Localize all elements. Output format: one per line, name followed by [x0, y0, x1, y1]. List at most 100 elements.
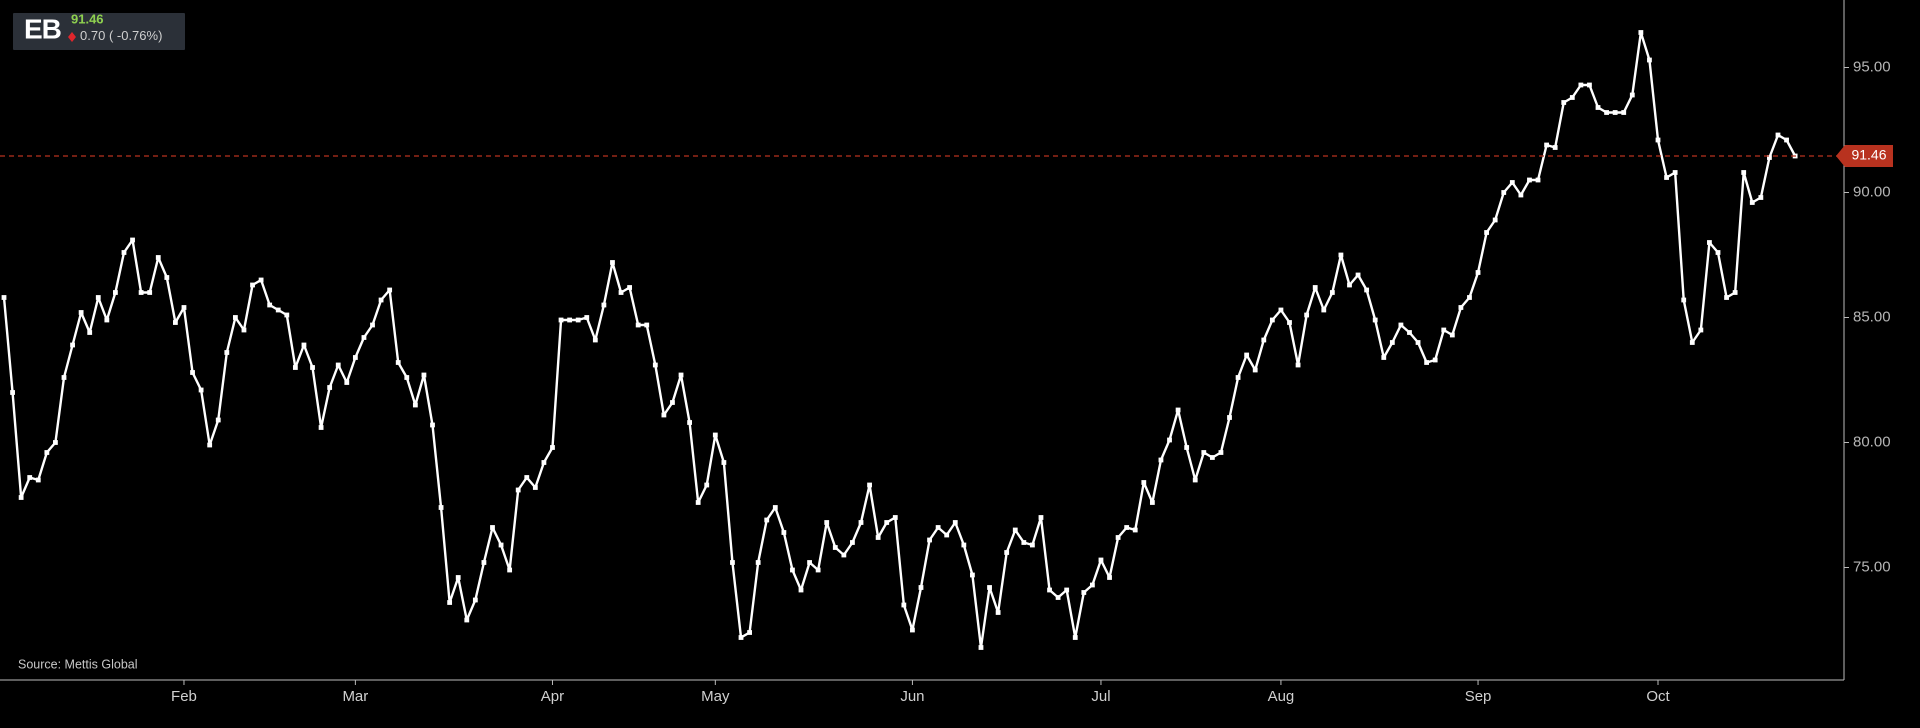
- data-point: [747, 630, 752, 635]
- data-point: [1012, 527, 1018, 533]
- data-point: [241, 327, 247, 333]
- data-point: [275, 307, 281, 313]
- data-point: [1115, 535, 1121, 540]
- data-point: [1407, 330, 1412, 335]
- data-point: [850, 540, 855, 545]
- data-point: [832, 545, 838, 550]
- data-point: [1775, 132, 1781, 138]
- data-point: [1655, 137, 1661, 143]
- data-point: [1132, 527, 1138, 533]
- data-point: [584, 315, 590, 320]
- data-point: [61, 375, 67, 380]
- data-point: [421, 372, 427, 378]
- data-point: [798, 587, 804, 593]
- data-point: [1338, 252, 1344, 258]
- data-point: [1381, 355, 1387, 360]
- data-point: [995, 610, 1001, 615]
- x-tick-label: Sep: [1465, 688, 1492, 705]
- data-point: [1175, 407, 1181, 413]
- data-point: [267, 302, 273, 308]
- x-tick-label: Jul: [1091, 688, 1110, 705]
- data-point: [884, 520, 890, 525]
- data-point: [1544, 142, 1549, 148]
- y-tick-label: 85.00: [1853, 308, 1891, 325]
- data-point: [1329, 290, 1335, 295]
- data-point: [1389, 340, 1395, 345]
- data-point: [1030, 542, 1035, 548]
- data-point: [1192, 477, 1198, 483]
- data-point: [104, 317, 110, 323]
- data-point: [1767, 155, 1772, 160]
- data-point: [970, 572, 975, 578]
- data-point: [1501, 190, 1507, 195]
- change-percent: ( -0.76%): [109, 28, 162, 43]
- data-point: [515, 487, 521, 493]
- data-point: [481, 560, 487, 565]
- data-point: [87, 330, 93, 335]
- data-point: [1432, 357, 1438, 363]
- data-point: [1509, 180, 1515, 185]
- data-point: [875, 535, 881, 540]
- data-point: [464, 617, 470, 623]
- data-point: [790, 567, 795, 573]
- data-point: [1304, 312, 1310, 318]
- x-tick-label: Feb: [171, 688, 197, 705]
- data-point: [284, 312, 290, 318]
- data-point: [1081, 590, 1087, 595]
- data-point: [892, 515, 898, 520]
- data-point: [318, 425, 324, 430]
- data-point: [592, 337, 598, 343]
- data-point: [807, 560, 812, 565]
- data-point: [1227, 415, 1232, 420]
- data-point: [70, 342, 75, 348]
- data-point: [858, 520, 864, 525]
- down-arrow: [68, 32, 76, 42]
- data-point: [927, 537, 932, 543]
- data-point: [1424, 360, 1430, 365]
- data-point: [918, 585, 924, 590]
- data-point: [207, 442, 213, 448]
- data-point: [1398, 322, 1404, 328]
- x-tick-label: Oct: [1646, 688, 1670, 705]
- data-point: [1218, 450, 1224, 455]
- data-point: [490, 525, 495, 530]
- data-point: [678, 372, 684, 378]
- data-point: [1064, 587, 1070, 593]
- data-point: [541, 460, 547, 465]
- data-point: [181, 305, 187, 310]
- data-point: [1715, 250, 1721, 255]
- data-point: [1518, 192, 1524, 198]
- data-point: [652, 362, 658, 368]
- data-point: [755, 560, 761, 565]
- data-point: [1244, 352, 1250, 358]
- data-point: [147, 290, 153, 295]
- data-point: [721, 460, 727, 465]
- data-point: [575, 317, 581, 323]
- data-point: [704, 482, 710, 488]
- data-point: [292, 365, 298, 370]
- data-point: [1492, 217, 1498, 223]
- data-point: [610, 260, 615, 265]
- data-point: [1689, 340, 1695, 345]
- data-point: [447, 600, 453, 605]
- data-point: [1561, 100, 1567, 105]
- data-point: [1055, 595, 1061, 600]
- data-point: [395, 360, 401, 365]
- data-point: [1252, 367, 1258, 373]
- data-point: [687, 420, 692, 425]
- data-point: [35, 477, 41, 483]
- data-point: [824, 520, 830, 525]
- data-point: [1372, 317, 1378, 323]
- change-value: 0.70: [80, 28, 105, 43]
- data-point: [472, 597, 478, 603]
- data-point: [1629, 92, 1635, 98]
- data-point: [95, 295, 101, 300]
- data-point: [1287, 320, 1292, 325]
- data-point: [1698, 327, 1704, 333]
- x-tick-label: Aug: [1268, 688, 1295, 705]
- x-tick-label: Jun: [900, 688, 924, 705]
- data-point: [1441, 327, 1447, 333]
- data-point: [1475, 270, 1481, 275]
